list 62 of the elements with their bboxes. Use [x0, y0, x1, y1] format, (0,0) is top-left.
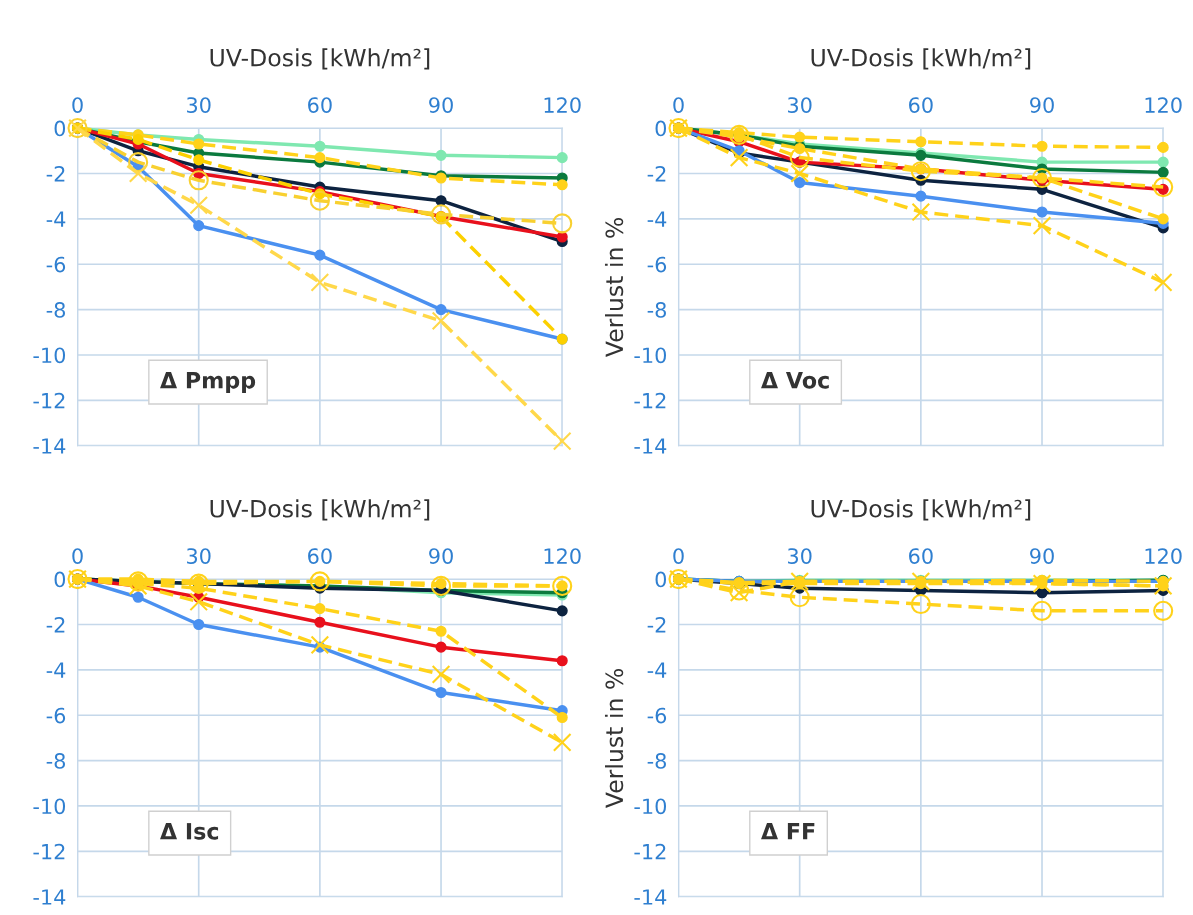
x-tick-label: 30	[187, 548, 211, 564]
x-tick-label: 0	[72, 548, 83, 564]
y-tick-label: 0	[655, 571, 667, 588]
y-tick-label: -2	[647, 616, 666, 633]
y-tick-label: -4	[46, 662, 66, 678]
x-tick-label: 30	[788, 548, 812, 564]
x-axis-title: UV-Dosis [kWh/m²]	[811, 499, 1031, 521]
y-tick-label: -4	[647, 211, 667, 227]
y-tick-label: -4	[647, 662, 667, 678]
y-tick-label: 0	[54, 120, 66, 137]
y-tick-label: 0	[655, 120, 667, 137]
y-tick-label: -14	[33, 438, 66, 454]
x-tick-label: 60	[308, 97, 332, 113]
x-tick-label: 0	[72, 97, 83, 113]
y-tick-label: -8	[46, 753, 66, 769]
y-tick-label: -2	[647, 165, 666, 182]
x-tick-label: 120	[1145, 548, 1182, 564]
y-tick-label: -12	[634, 843, 666, 860]
y-tick-label: 0	[54, 571, 66, 588]
y-tick-label: -12	[634, 392, 666, 409]
x-tick-label: 60	[308, 548, 332, 564]
y-tick-label: -10	[33, 798, 66, 815]
y-tick-label: -6	[647, 256, 667, 273]
y-axis-title: Verlust in %	[604, 668, 624, 809]
x-tick-label: 60	[909, 548, 933, 564]
x-tick-label: 120	[1145, 97, 1182, 113]
y-tick-label: -6	[46, 707, 66, 724]
x-axis-title: UV-Dosis [kWh/m²]	[210, 499, 430, 521]
x-tick-label: 90	[429, 97, 453, 113]
y-tick-label: -12	[33, 843, 65, 860]
x-tick-label: 0	[673, 548, 684, 564]
y-tick-label: -12	[33, 392, 65, 409]
x-tick-label: 90	[1030, 97, 1054, 113]
annotation: Δ Isc	[160, 823, 219, 840]
y-tick-label: -10	[33, 347, 66, 364]
y-axis-title: Verlust in %	[604, 217, 624, 358]
annotation: Δ Voc	[761, 372, 829, 389]
y-tick-label: -10	[634, 798, 667, 815]
y-tick-label: -2	[46, 165, 65, 182]
x-axis-title: UV-Dosis [kWh/m²]	[210, 48, 430, 70]
x-tick-label: 60	[909, 97, 933, 113]
y-tick-label: -14	[634, 889, 667, 905]
y-tick-label: -6	[647, 707, 667, 724]
y-tick-label: -4	[46, 211, 66, 227]
x-tick-label: 30	[788, 97, 812, 113]
y-tick-label: -14	[634, 438, 667, 454]
annotation: Δ Pmpp	[160, 372, 256, 393]
x-tick-label: 0	[673, 97, 684, 113]
y-tick-label: -6	[46, 256, 66, 273]
y-tick-label: -8	[46, 302, 66, 318]
y-tick-label: -2	[46, 616, 65, 633]
x-tick-label: 120	[544, 548, 581, 564]
x-axis-title: UV-Dosis [kWh/m²]	[811, 48, 1031, 70]
x-tick-label: 90	[1030, 548, 1054, 564]
annotation: Δ FF	[761, 823, 815, 840]
y-tick-label: -14	[33, 889, 66, 905]
x-tick-label: 120	[544, 97, 581, 113]
x-tick-label: 90	[429, 548, 453, 564]
y-tick-label: -8	[647, 302, 666, 318]
y-tick-label: -8	[647, 753, 666, 769]
y-tick-label: -10	[634, 347, 667, 364]
x-tick-label: 30	[187, 97, 211, 113]
